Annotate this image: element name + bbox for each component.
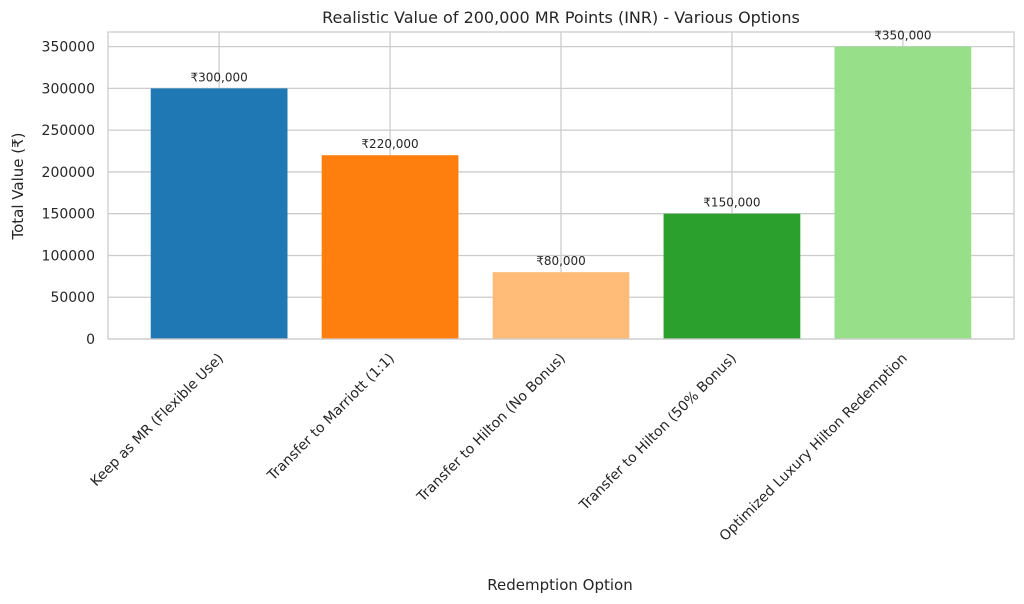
bar: [834, 46, 972, 339]
x-tick-label: Transfer to Hilton (No Bonus): [414, 351, 569, 506]
y-tick-label: 250000: [42, 123, 95, 139]
bar-value-label: ₹350,000: [874, 29, 931, 43]
bar-value-label: ₹150,000: [703, 196, 760, 210]
y-tick-label: 50000: [50, 290, 95, 306]
x-axis-label: Redemption Option: [487, 576, 632, 594]
y-tick-label: 150000: [42, 207, 95, 223]
y-tick-label: 100000: [42, 248, 95, 264]
y-tick-label: 0: [86, 332, 95, 348]
data-labels: ₹300,000 ₹220,000 ₹80,000 ₹150,000 ₹350,000: [190, 29, 931, 269]
chart-title: Realistic Value of 200,000 MR Points (IN…: [322, 8, 800, 27]
bar: [492, 272, 630, 339]
bar: [150, 88, 288, 339]
x-tick-label: Transfer to Marriott (1:1): [264, 351, 398, 485]
bar: [663, 213, 801, 339]
bar-value-label: ₹80,000: [536, 254, 586, 268]
y-axis-label: Total Value (₹): [9, 132, 27, 240]
y-tick-label: 350000: [42, 40, 95, 56]
x-tick-label: Transfer to Hilton (50% Bonus): [576, 351, 740, 515]
x-tick-label: Keep as MR (Flexible Use): [88, 351, 227, 490]
y-tick-label: 300000: [42, 81, 95, 97]
bar-value-label: ₹300,000: [190, 70, 247, 84]
bar-value-label: ₹220,000: [361, 137, 418, 151]
plot-frame: [107, 31, 1015, 340]
bar: [321, 155, 459, 339]
y-tick-label: 200000: [42, 165, 95, 181]
x-axis-ticks: Keep as MR (Flexible Use) Transfer to Mar…: [88, 351, 911, 545]
bar-layer: [150, 46, 972, 339]
y-axis-ticks: 0 50000 100000 150000 200000 250000 300000 3500…: [42, 40, 95, 348]
x-tick-label: Optimized Luxury Hilton Redemption: [717, 351, 911, 545]
